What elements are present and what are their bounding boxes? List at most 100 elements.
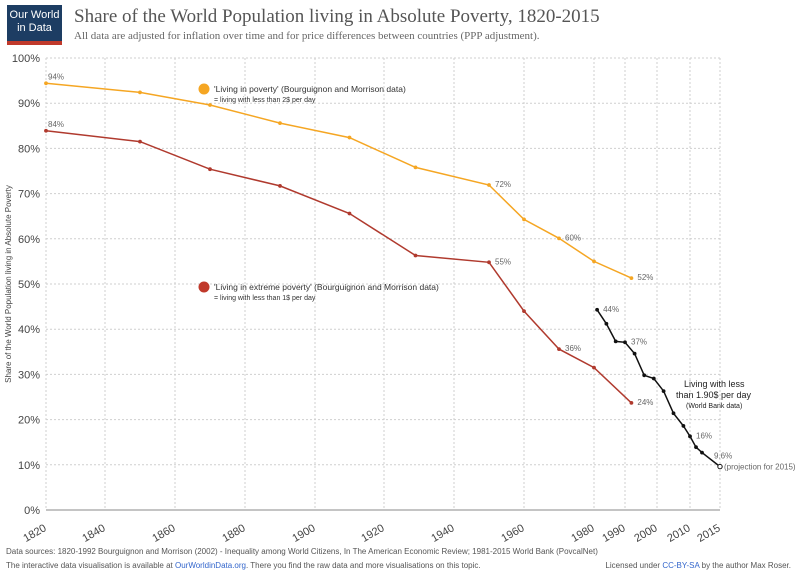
data-point-extreme [487,260,491,265]
x-tick-label: 1840 [80,522,107,545]
data-label-extreme: 24% [637,398,653,407]
data-point-poverty [487,183,491,187]
data-point-extreme [208,167,212,172]
data-point-worldbank [694,445,698,450]
poverty-chart: 0% 10% 20% 30% 40% 50% 60% 70% 80% 90% 100% 1820 184… [4,53,796,545]
logo-line2: in Data [17,22,52,34]
data-point-extreme [413,253,418,258]
legend-dot-extreme [198,281,210,293]
data-label-extreme: 36% [565,344,581,353]
license-link[interactable]: CC-BY-SA [662,561,700,570]
y-axis-title: Share of the World Population living in … [4,185,13,383]
footer-interactive-suffix: . There you find the raw data and more v… [245,561,481,570]
x-tick-label: 1820 [21,522,48,545]
data-point-worldbank [717,463,723,470]
data-label-worldbank: 37% [631,337,647,346]
data-point-worldbank [651,376,656,381]
x-tick-label: 2015 [695,522,722,545]
x-tick-label: 1900 [290,522,317,545]
data-label-poverty: 52% [637,273,653,282]
y-tick-label: 60% [18,234,40,246]
data-point-extreme [522,309,526,314]
data-label-poverty: 72% [495,180,511,189]
projection-label: (projection for 2015) [724,463,796,472]
data-point-worldbank [632,351,637,356]
y-tick-label: 20% [18,415,40,427]
footer-sources: Data sources: 1820-1992 Bourguignon and … [6,547,598,556]
data-point-poverty [208,103,212,107]
legend: 'Living in poverty' (Bourguignon and Mor… [198,83,752,410]
y-tick-label: 0% [24,505,40,517]
y-tick-label: 80% [18,143,40,155]
data-label-extreme: 55% [495,257,511,266]
data-point-poverty [278,121,282,125]
data-point-worldbank [688,434,692,439]
data-point-extreme [138,139,142,144]
data-point-worldbank [661,389,666,394]
data-point-extreme [278,184,282,188]
data-point-extreme [592,365,596,370]
data-point-extreme [347,211,352,216]
y-tick-label: 40% [18,324,40,336]
data-point-worldbank [595,307,599,312]
data-point-poverty [413,165,418,170]
data-point-worldbank [700,450,704,455]
data-point-worldbank [613,339,618,344]
chart-subtitle: All data are adjusted for inflation over… [74,30,540,42]
x-tick-label: 1980 [569,522,596,545]
x-tick-label: 1920 [359,522,386,545]
data-label-worldbank: 9.6% [714,452,732,461]
series-line-poverty [45,82,632,279]
y-tick-label: 10% [18,460,40,472]
data-point-worldbank [604,321,609,326]
worldbank-label-line1: Living with less [684,379,745,389]
license-suffix: by the author Max Roser. [699,561,791,570]
owid-link[interactable]: OurWorldinData.org [174,561,246,570]
data-label-poverty: 60% [565,233,581,242]
data-point-worldbank [642,373,647,378]
data-point-poverty [138,90,142,95]
license-prefix: Licensed under [605,561,663,570]
data-label-worldbank: 16% [696,431,712,440]
data-point-poverty [522,217,526,222]
footer-interactive-prefix: The interactive data visualisation is av… [6,561,175,570]
y-tick-label: 30% [18,369,40,381]
owid-logo: Our World in Data [7,5,62,45]
series-line-extreme [45,130,632,404]
data-point-worldbank [681,424,686,428]
worldbank-label-line2: than 1.90$ per day [676,390,752,400]
legend-label-poverty: 'Living in poverty' (Bourguignon and Mor… [214,84,406,94]
data-label-poverty: 94% [48,72,64,81]
data-point-poverty [629,276,634,281]
axes: 0% 10% 20% 30% 40% 50% 60% 70% 80% 90% 100% 1820 184… [4,53,723,545]
x-tick-label: 2010 [665,522,692,545]
series-layer [44,81,723,470]
data-point-poverty [557,236,561,241]
x-tick-label: 2000 [632,522,659,545]
data-label-extreme: 84% [48,120,64,129]
x-tick-label: 1940 [429,522,456,545]
y-tick-label: 50% [18,279,40,291]
data-point-worldbank [623,340,627,345]
footer-interactive: The interactive data visualisation is av… [6,561,481,570]
y-tick-label: 100% [12,53,40,65]
x-tick-label: 1960 [499,522,526,545]
legend-sub-poverty: = living with less than 2$ per day [214,97,316,104]
legend-label-extreme: 'Living in extreme poverty' (Bourguignon… [214,282,439,292]
y-tick-label: 90% [18,98,40,110]
y-tick-label: 70% [18,189,40,201]
chart-title: Share of the World Population living in … [74,6,600,27]
footer-license: Licensed under CC-BY-SA by the author Ma… [605,561,791,570]
data-point-extreme [629,400,634,405]
x-tick-label: 1990 [600,522,627,545]
logo-line1: Our World [9,9,60,21]
data-labels: 94% 72% 60% 52% 84% 55% 36% 24% 44% 37% 16% 9.6% (pr… [48,72,796,471]
legend-sub-extreme: = living with less than 1$ per day [214,295,316,302]
data-point-poverty [44,81,48,86]
x-tick-label: 1860 [150,522,177,545]
x-tick-label: 1880 [220,522,247,545]
data-point-poverty [347,135,352,140]
data-point-extreme [44,128,48,133]
data-point-extreme [557,347,561,351]
legend-dot-poverty [198,83,210,95]
